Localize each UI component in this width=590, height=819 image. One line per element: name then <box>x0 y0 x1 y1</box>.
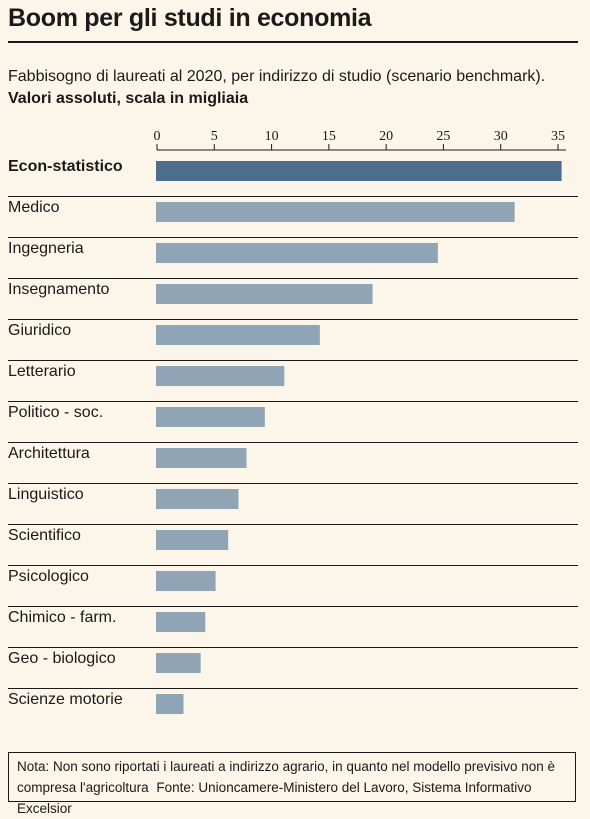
category-label: Politico - soc. <box>8 404 103 421</box>
x-tick-label: 30 <box>494 129 508 144</box>
bar <box>156 571 216 591</box>
x-tick-label: 0 <box>154 129 161 144</box>
footnote-box: Nota: Non sono riportati i laureati a in… <box>8 752 576 816</box>
bar <box>156 694 184 714</box>
category-label: Architettura <box>8 445 90 462</box>
category-label: Letterario <box>8 363 76 380</box>
title-rule <box>8 41 578 43</box>
bar-row: Giuridico <box>8 322 578 361</box>
bar <box>156 284 373 304</box>
category-label: Psicologico <box>8 568 89 585</box>
x-tick-label: 15 <box>322 129 336 144</box>
bar <box>156 325 320 345</box>
bar-row: Chimico - farm. <box>8 609 578 648</box>
category-label: Ingegneria <box>8 240 84 257</box>
bar <box>156 612 206 632</box>
x-axis: 0 5 10 15 20 25 30 35 <box>154 129 566 151</box>
bar <box>156 448 247 468</box>
bar <box>156 366 285 386</box>
category-label: Insegnamento <box>8 281 110 298</box>
x-tick-label: 10 <box>265 129 279 144</box>
category-label: Chimico - farm. <box>8 609 116 626</box>
bar-row: Econ-statistico <box>8 158 578 197</box>
category-label: Geo - biologico <box>8 650 116 667</box>
category-label: Scienze motorie <box>8 691 123 708</box>
category-label: Linguistico <box>8 486 84 503</box>
x-tick-label: 20 <box>379 129 393 144</box>
bar <box>156 202 515 222</box>
bar-chart: 0 5 10 15 20 25 30 35 Econ-statistico Medico Inge… <box>8 129 578 714</box>
x-tick-label: 5 <box>211 129 218 144</box>
bar <box>156 243 438 263</box>
bar-row: Insegnamento <box>8 281 578 320</box>
x-tick-label: 35 <box>551 129 565 144</box>
bar-row: Letterario <box>8 363 578 402</box>
x-tick-label: 25 <box>436 129 450 144</box>
bar-row: Geo - biologico <box>8 650 578 689</box>
bar <box>156 530 229 550</box>
category-label: Medico <box>8 199 60 216</box>
bar <box>156 161 562 181</box>
bar-rows: Econ-statistico Medico Ingegneria Insegname… <box>8 158 578 714</box>
bar-row: Linguistico <box>8 486 578 525</box>
chart-title: Boom per gli studi in economia <box>8 4 372 32</box>
bar-row: Politico - soc. <box>8 404 578 443</box>
chart-subtitle-units: Valori assoluti, scala in migliaia <box>8 90 249 107</box>
bar-row: Scienze motorie <box>8 691 184 714</box>
bar <box>156 653 201 673</box>
footnote-text: compresa l'agricoltura <box>17 780 149 795</box>
footnote-line-2: compresa l'agricoltura Fonte: Unioncamer… <box>17 777 575 819</box>
bar-row: Psicologico <box>8 568 578 607</box>
bar <box>156 407 265 427</box>
bar-row: Medico <box>8 199 578 238</box>
category-label: Econ-statistico <box>8 158 123 175</box>
bar-row: Scientifico <box>8 527 578 566</box>
category-label: Giuridico <box>8 322 71 339</box>
bar-row: Ingegneria <box>8 240 578 279</box>
category-label: Scientifico <box>8 527 81 544</box>
footnote-line-1: Nota: Non sono riportati i laureati a in… <box>17 759 556 774</box>
chart-subtitle: Fabbisogno di laureati al 2020, per indi… <box>8 68 546 85</box>
bar <box>156 489 239 509</box>
bar-row: Architettura <box>8 445 578 484</box>
